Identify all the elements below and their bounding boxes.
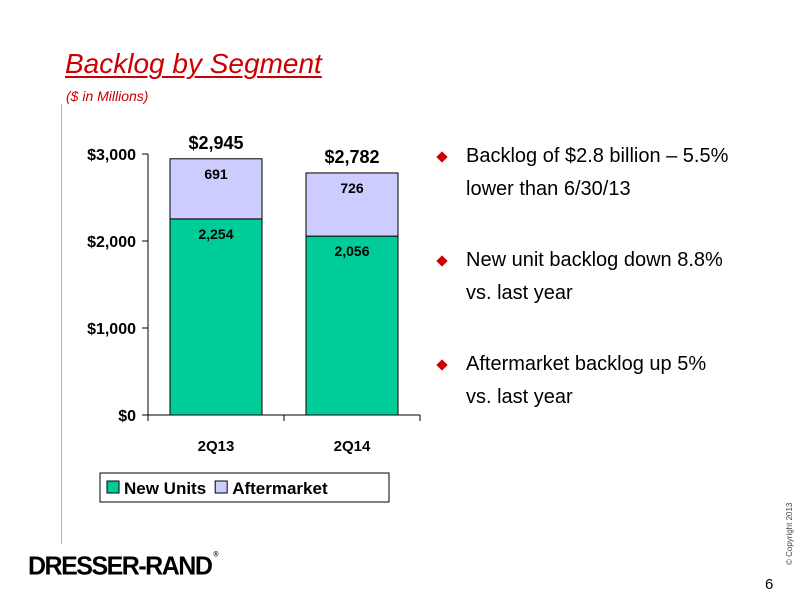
bar-segment-aftermarket (169, 158, 263, 220)
legend-box (99, 472, 390, 503)
bar-segment-new-units (305, 235, 399, 416)
page-number: 6 (765, 576, 774, 593)
company-logo: DRESSER-RAND ® (28, 551, 219, 581)
total-label: $2,782 (324, 147, 379, 167)
x-tick-label: 2Q13 (198, 438, 235, 455)
data-label: 2,254 (198, 226, 233, 242)
data-label: 2,056 (334, 243, 369, 259)
data-label: 726 (340, 180, 364, 196)
y-tick-label: $0 (118, 408, 136, 425)
registered-mark: ® (213, 551, 219, 559)
slide-subtitle: ($ in Millions) (66, 88, 149, 104)
bullet-item: New unit backlog down 8.8% vs. last year (436, 244, 736, 310)
diamond-bullet-icon (436, 151, 448, 163)
data-label: 691 (204, 166, 228, 182)
y-tick-label: $2,000 (87, 234, 136, 251)
total-label: $2,945 (188, 133, 243, 153)
diamond-bullet-icon (436, 255, 448, 267)
x-tick-label: 2Q14 (334, 438, 371, 455)
legend-label: Aftermarket (232, 479, 328, 498)
bullet-text: Aftermarket backlog up 5% vs. last year (466, 353, 707, 408)
logo-text: DRESSER-RAND (28, 551, 213, 581)
y-tick-label: $3,000 (87, 147, 136, 164)
left-rule (61, 104, 62, 544)
diamond-bullet-icon (436, 359, 448, 371)
bullet-text: New unit backlog down 8.8% vs. last year (466, 249, 723, 304)
legend-swatch-new-units (106, 480, 120, 494)
bullet-list: Backlog of $2.8 billion – 5.5% lower tha… (436, 140, 736, 452)
bullet-item: Backlog of $2.8 billion – 5.5% lower tha… (436, 140, 736, 206)
bar-segment-new-units (169, 218, 263, 416)
bullet-text: Backlog of $2.8 billion – 5.5% lower tha… (466, 145, 729, 200)
copyright-notice: © Copyright 2013 (785, 502, 794, 565)
legend-label: New Units (124, 479, 206, 498)
slide-title: Backlog by Segment (65, 48, 322, 79)
backlog-bar-chart: $0 $1,000 $2,000 $3,000 2,254 691 $2,945 2Q13 2,… (87, 133, 421, 503)
bar-segment-aftermarket (305, 172, 399, 237)
legend-swatch-aftermarket (214, 480, 228, 494)
bullet-item: Aftermarket backlog up 5% vs. last year (436, 348, 736, 414)
y-tick-label: $1,000 (87, 321, 136, 338)
